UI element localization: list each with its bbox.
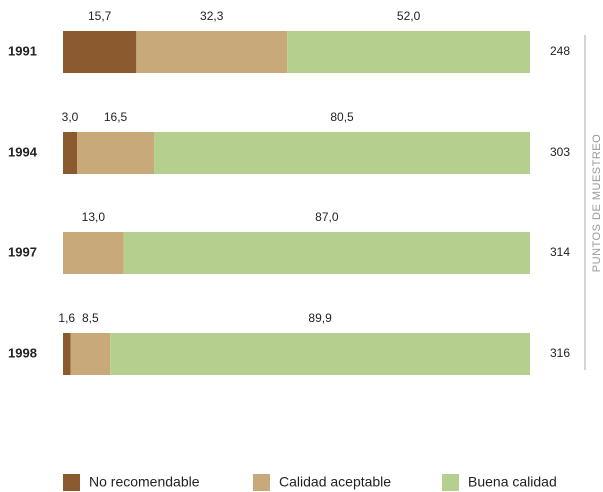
bar-segment [136,31,288,73]
sample-points-value: 316 [550,346,570,360]
y-tick-label: 1991 [8,43,37,58]
data-label: 32,3 [200,9,224,23]
legend-swatch [442,474,459,491]
y-tick-label: 1998 [8,345,37,360]
bar-segment [123,232,531,274]
sample-points-value: 303 [550,145,570,159]
bar-segment [70,333,111,375]
data-label: 1,6 [58,311,75,325]
legend-swatch [253,474,270,491]
data-label: 3,0 [62,110,79,124]
sample-points-value: 248 [550,44,570,58]
data-label: 89,9 [308,311,332,325]
data-label: 16,5 [104,110,128,124]
bar-segment [63,132,78,174]
data-label: 8,5 [82,311,99,325]
bar-segment [287,31,530,73]
data-label: 87,0 [315,210,339,224]
bar-segment [63,333,71,375]
bar-segment [63,232,124,274]
legend-swatch [63,474,80,491]
legend-label: Buena calidad [468,474,557,490]
legend-label: No recomendable [89,474,200,490]
y-tick-label: 1994 [8,144,38,159]
bar-segment [63,31,137,73]
data-label: 13,0 [82,210,106,224]
bar-segment [154,132,530,174]
data-label: 15,7 [88,9,112,23]
bar-segment [77,132,155,174]
sample-points-title: PUNTOS DE MUESTREO [591,134,603,272]
legend-label: Calidad aceptable [279,474,391,490]
bar-segment [110,333,531,375]
y-tick-label: 1997 [8,244,37,259]
data-label: 52,0 [397,9,421,23]
sample-points-value: 314 [550,245,570,259]
data-label: 80,5 [330,110,354,124]
